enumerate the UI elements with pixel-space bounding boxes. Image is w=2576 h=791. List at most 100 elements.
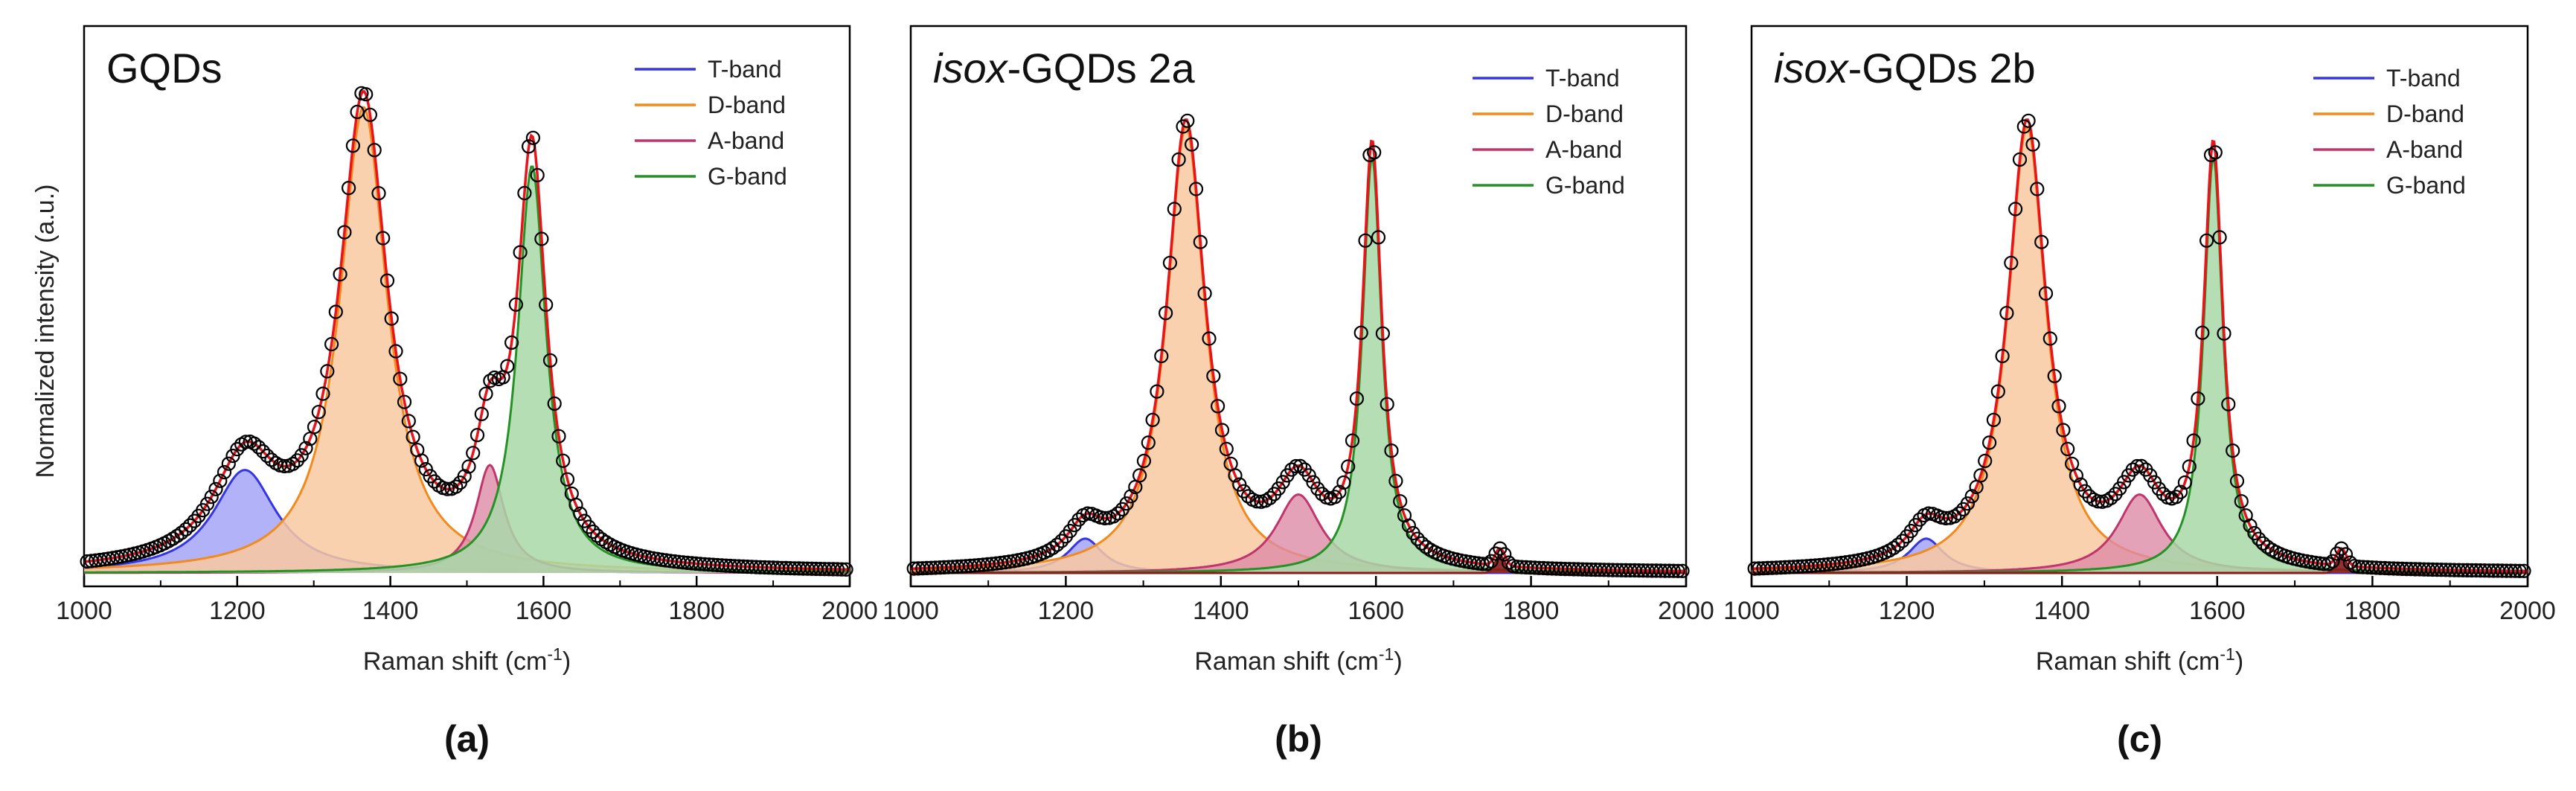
- data-point: [500, 359, 515, 374]
- data-point: [1990, 384, 2005, 399]
- data-point: [1380, 397, 1394, 411]
- peak-fill-g-band: [84, 167, 850, 573]
- data-point: [333, 267, 347, 282]
- data-point: [2156, 487, 2170, 502]
- data-point: [1158, 306, 1173, 321]
- data-point: [1938, 510, 1953, 526]
- data-point: [1978, 453, 1993, 469]
- data-points: [80, 86, 853, 577]
- data-point: [179, 522, 193, 537]
- data-point: [2038, 286, 2054, 301]
- data-point: [1188, 182, 1204, 196]
- data-point: [1670, 563, 1685, 578]
- x-tick-label: 1000: [56, 597, 112, 625]
- data-point: [525, 130, 541, 145]
- legend-label-t-band: T-band: [708, 56, 782, 83]
- data-point: [2056, 423, 2071, 438]
- data-point: [311, 405, 326, 420]
- data-point: [376, 231, 391, 246]
- data-point: [397, 394, 412, 409]
- data-point: [560, 472, 575, 487]
- data-point: [345, 138, 360, 153]
- data-point: [406, 429, 420, 444]
- x-axis-label: Raman shift (cm-1): [2036, 644, 2243, 676]
- data-point: [2051, 399, 2066, 414]
- y-axis-label: Normalized intensity (a.u.): [31, 185, 60, 478]
- data-point: [521, 139, 536, 154]
- x-tick-label: 2000: [2499, 597, 2556, 625]
- legend-label-a-band: A-band: [2386, 136, 2463, 163]
- data-point: [1106, 509, 1121, 524]
- data-point: [2243, 518, 2258, 533]
- x-tick-label: 2000: [1658, 597, 1714, 625]
- x-tick-label: 1200: [209, 597, 266, 625]
- data-point: [384, 311, 399, 326]
- data-point: [1995, 348, 2010, 364]
- data-point: [1921, 506, 1936, 521]
- data-point: [1228, 468, 1243, 483]
- data-point: [1952, 506, 1967, 521]
- data-point: [350, 104, 365, 119]
- data-point: [371, 186, 386, 201]
- data-point: [1484, 554, 1499, 569]
- panel-label: (c): [2117, 718, 2162, 760]
- data-point: [1167, 202, 1182, 217]
- peak-line-g-band: [84, 165, 850, 574]
- data-point: [294, 448, 309, 463]
- data-point: [2169, 490, 2184, 505]
- data-point: [1202, 331, 1217, 346]
- data-point: [1301, 468, 1316, 483]
- data-point: [581, 519, 596, 534]
- data-point: [204, 490, 219, 505]
- data-point: [2069, 468, 2083, 483]
- data-point: [1497, 547, 1512, 562]
- data-point: [478, 386, 493, 401]
- x-axis-label: Raman shift (cm-1): [1194, 644, 1402, 676]
- data-point: [208, 481, 223, 496]
- data-point: [2143, 468, 2158, 483]
- data-point: [1132, 468, 1147, 483]
- data-point: [1080, 506, 1095, 521]
- data-point: [1501, 555, 1516, 570]
- data-point: [379, 273, 395, 288]
- x-tick-label: 1800: [668, 597, 725, 625]
- x-tick-label: 1800: [2345, 597, 2401, 625]
- data-point: [2212, 230, 2227, 245]
- data-point: [414, 453, 429, 468]
- panel-title: isox-GQDs 2b: [1774, 45, 2036, 92]
- data-point: [182, 518, 197, 533]
- panel-b: 1000 1200 1400 1600 1800 2000 Raman shift (cm-…: [882, 25, 1714, 760]
- data-point: [286, 456, 301, 472]
- data-point: [2060, 441, 2075, 457]
- data-point: [834, 562, 849, 577]
- data-point: [1475, 557, 1490, 571]
- data-point: [1358, 233, 1373, 248]
- data-point: [1210, 399, 1225, 414]
- data-point: [2342, 555, 2357, 570]
- data-point: [388, 344, 403, 359]
- data-point: [551, 429, 566, 443]
- x-tick-label: 1600: [2189, 597, 2246, 625]
- data-point: [1393, 494, 1408, 509]
- data-point: [2130, 458, 2144, 474]
- data-point: [547, 396, 562, 411]
- legend-label-d-band: D-band: [2386, 100, 2464, 127]
- data-point: [2221, 397, 2236, 411]
- data-point: [1219, 441, 1234, 457]
- data-point: [418, 461, 433, 477]
- data-point: [1292, 458, 1308, 474]
- data-point: [2077, 484, 2092, 499]
- data-point: [238, 435, 253, 449]
- data-point: [2173, 484, 2188, 499]
- x-tick-label: 1200: [1879, 597, 1935, 625]
- legend-label-t-band: T-band: [2386, 65, 2461, 92]
- data-point: [1488, 546, 1503, 561]
- data-point: [568, 497, 583, 513]
- data-point: [1045, 540, 1060, 555]
- data-point: [367, 143, 382, 158]
- panel-label: (a): [444, 718, 490, 760]
- data-point: [359, 87, 374, 102]
- data-point: [1666, 563, 1681, 578]
- data-point: [187, 513, 202, 528]
- legend-label-g-band: G-band: [708, 163, 787, 190]
